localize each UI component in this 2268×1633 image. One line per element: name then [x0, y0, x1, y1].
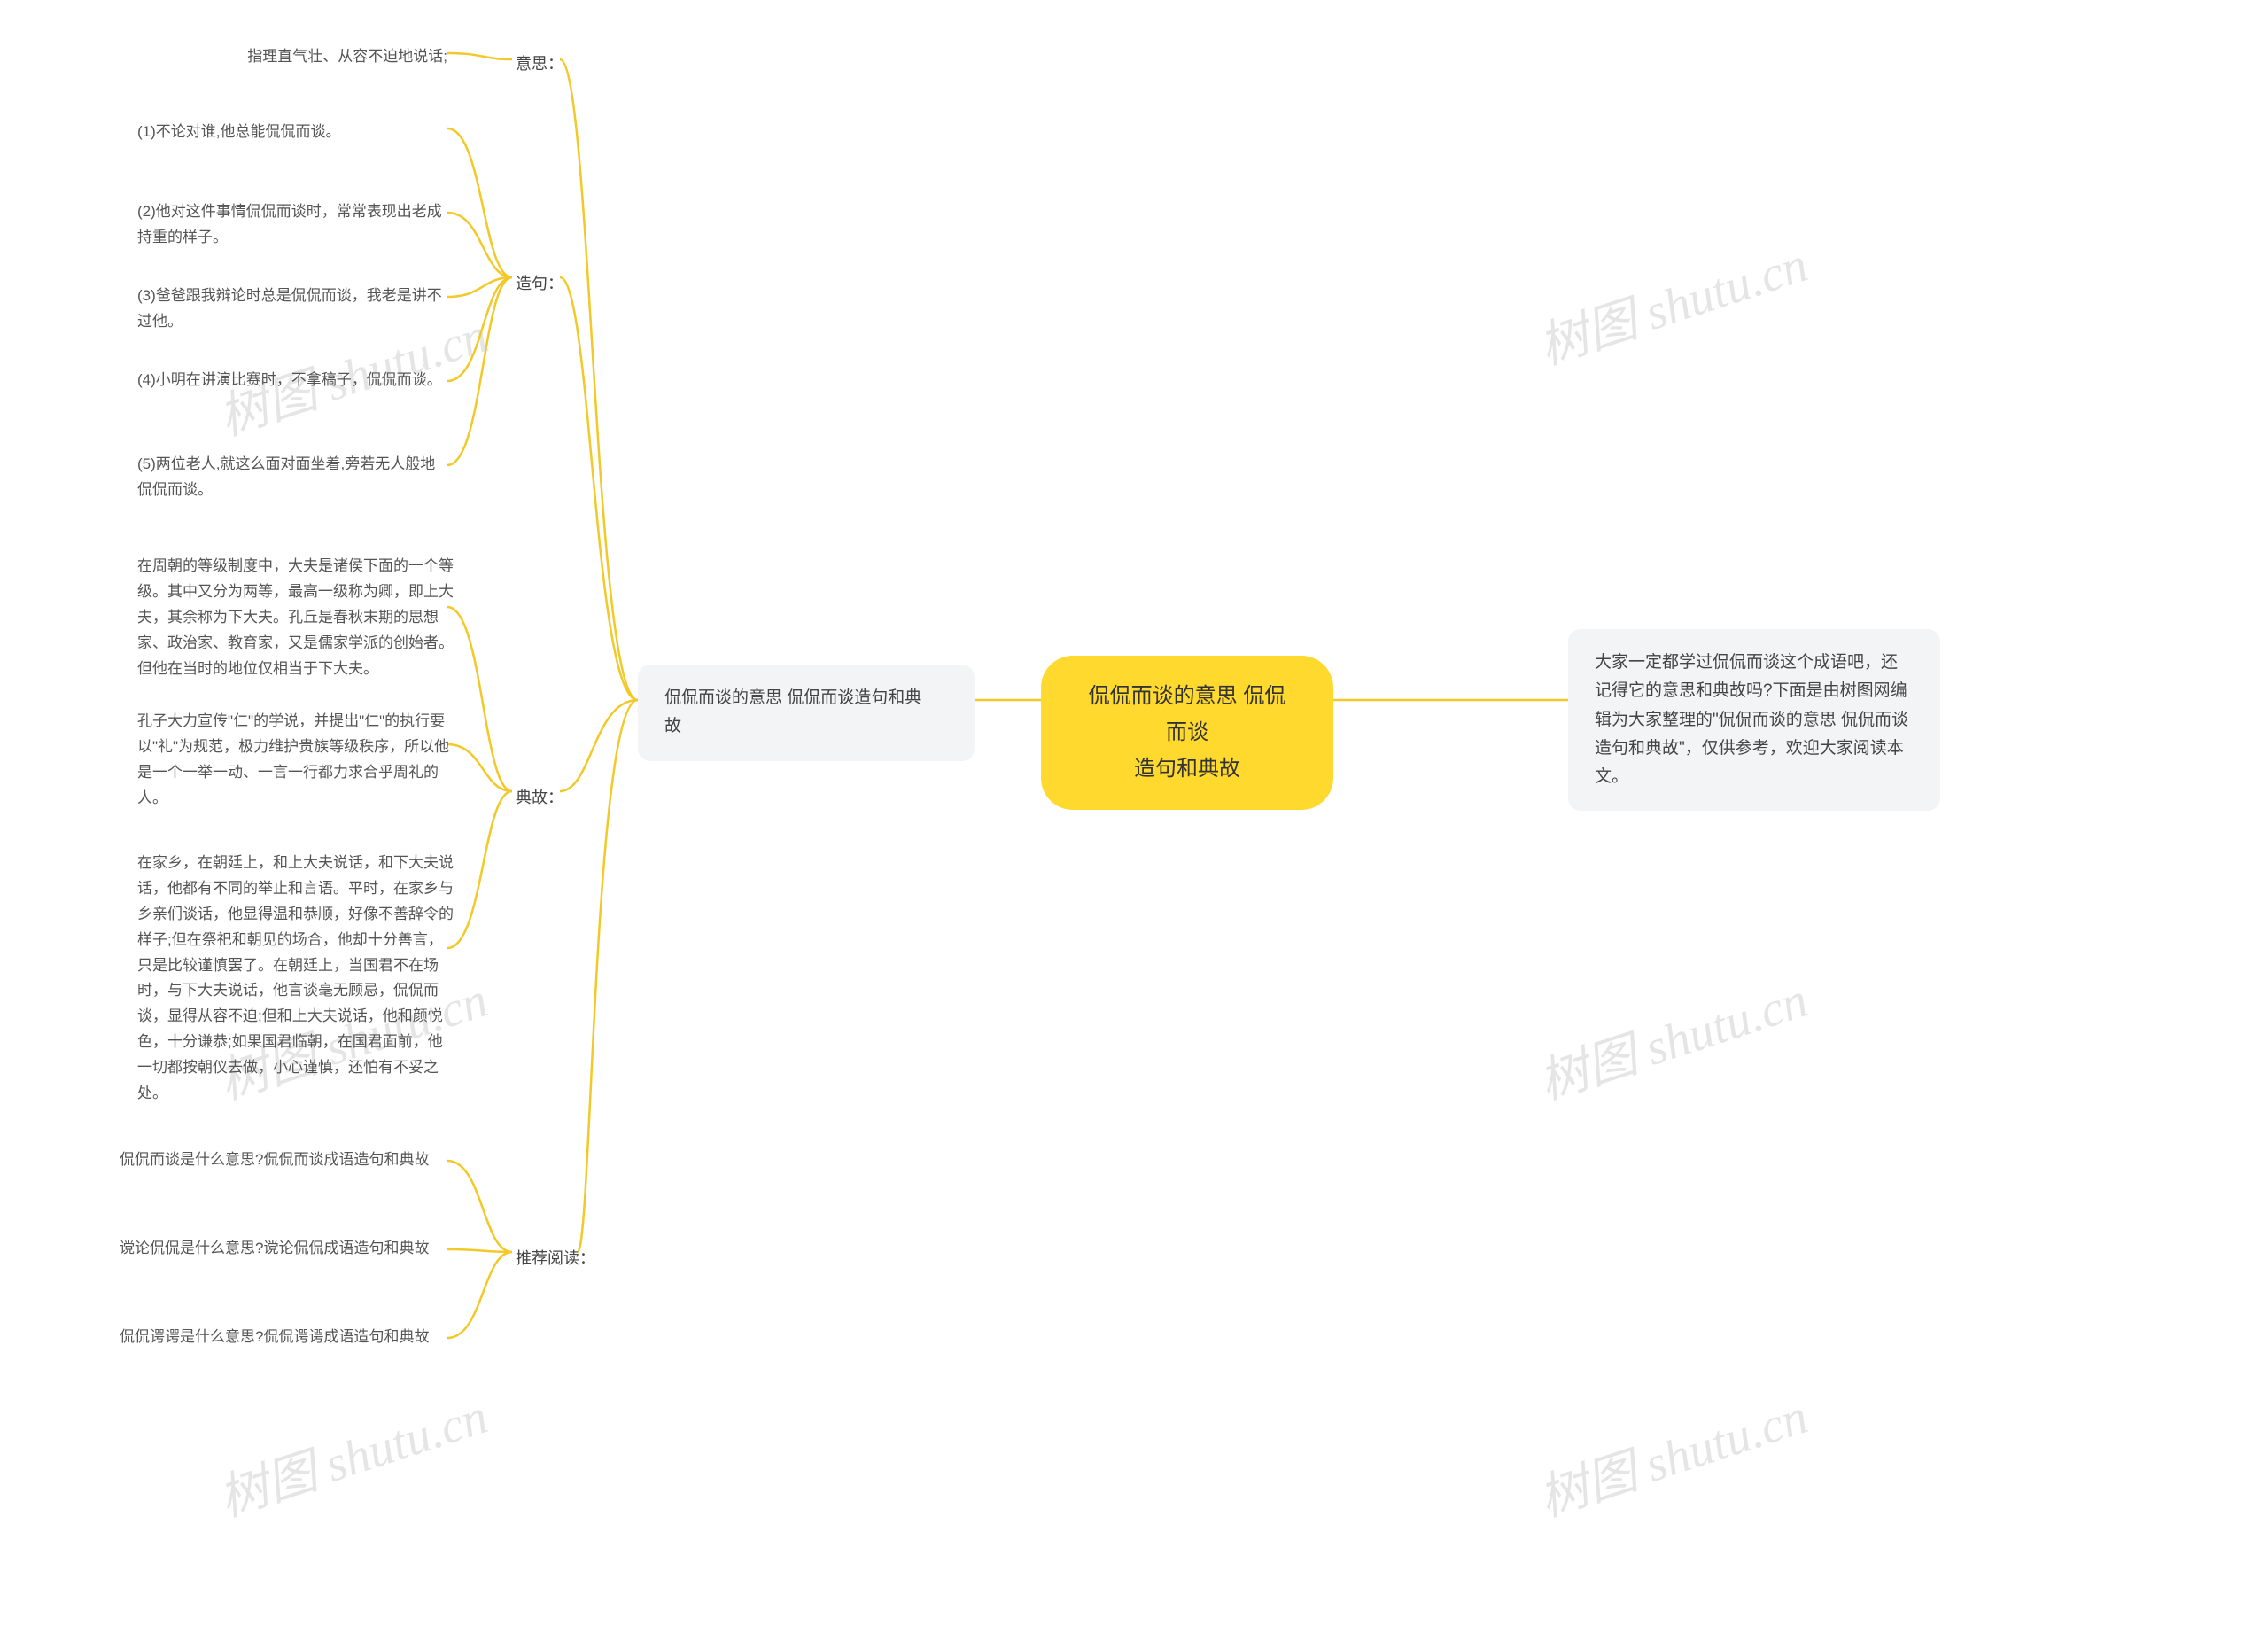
leaf-sentence-1[interactable]: (2)他对这件事情侃侃而谈时，常常表现出老成持重的样子。: [137, 199, 447, 251]
watermark: 树图 shutu.cn: [1528, 224, 1815, 378]
left-sub-line2: 故: [664, 712, 948, 741]
leaf-related-1[interactable]: 谠论侃侃是什么意思?谠论侃侃成语造句和典故: [120, 1236, 439, 1262]
left-sub-line1: 侃侃而谈的意思 侃侃而谈造句和典: [664, 684, 948, 712]
right-sub-text: 大家一定都学过侃侃而谈这个成语吧，还记得它的意思和典故吗?下面是由树图网编辑为大…: [1595, 649, 1914, 791]
watermark: 树图 shutu.cn: [1528, 1376, 1815, 1530]
watermark: 树图 shutu.cn: [208, 1376, 495, 1530]
leaf-story-1[interactable]: 孔子大力宣传"仁"的学说，并提出"仁"的执行要以"礼"为规范，极力维护贵族等级秩…: [137, 709, 456, 812]
root-text-line1: 侃侃而谈的意思 侃侃而谈: [1080, 679, 1294, 751]
cat-story[interactable]: 典故：: [516, 784, 563, 812]
leaf-sentence-0[interactable]: (1)不论对谁,他总能侃侃而谈。: [137, 120, 447, 145]
leaf-story-0[interactable]: 在周朝的等级制度中，大夫是诸侯下面的一个等级。其中又分为两等，最高一级称为卿，即…: [137, 554, 456, 681]
cat-related[interactable]: 推荐阅读：: [516, 1245, 595, 1272]
root-text-line2: 造句和典故: [1080, 751, 1294, 788]
left-sub-node[interactable]: 侃侃而谈的意思 侃侃而谈造句和典 故: [638, 665, 975, 761]
cat-meaning[interactable]: 意思：: [516, 51, 563, 78]
leaf-related-2[interactable]: 侃侃谔谔是什么意思?侃侃谔谔成语造句和典故: [120, 1325, 439, 1350]
right-sub-node[interactable]: 大家一定都学过侃侃而谈这个成语吧，还记得它的意思和典故吗?下面是由树图网编辑为大…: [1568, 629, 1940, 811]
leaf-sentence-4[interactable]: (5)两位老人,就这么面对面坐着,旁若无人般地侃侃而谈。: [137, 452, 447, 503]
leaf-meaning-0[interactable]: 指理直气壮、从容不迫地说话;: [137, 44, 447, 70]
leaf-story-2[interactable]: 在家乡，在朝廷上，和上大夫说话，和下大夫说话，他都有不同的举止和言语。平时，在家…: [137, 851, 456, 1107]
leaf-related-0[interactable]: 侃侃而谈是什么意思?侃侃而谈成语造句和典故: [120, 1147, 439, 1173]
leaf-sentence-3[interactable]: (4)小明在讲演比赛时，不拿稿子，侃侃而谈。: [137, 368, 447, 393]
mindmap-canvas: 树图 shutu.cn 树图 shutu.cn 树图 shutu.cn 树图 s…: [0, 0, 2268, 1633]
watermark: 树图 shutu.cn: [1528, 960, 1815, 1114]
cat-sentences[interactable]: 造句：: [516, 270, 563, 298]
root-node[interactable]: 侃侃而谈的意思 侃侃而谈 造句和典故: [1041, 656, 1333, 810]
leaf-sentence-2[interactable]: (3)爸爸跟我辩论时总是侃侃而谈，我老是讲不过他。: [137, 284, 447, 335]
